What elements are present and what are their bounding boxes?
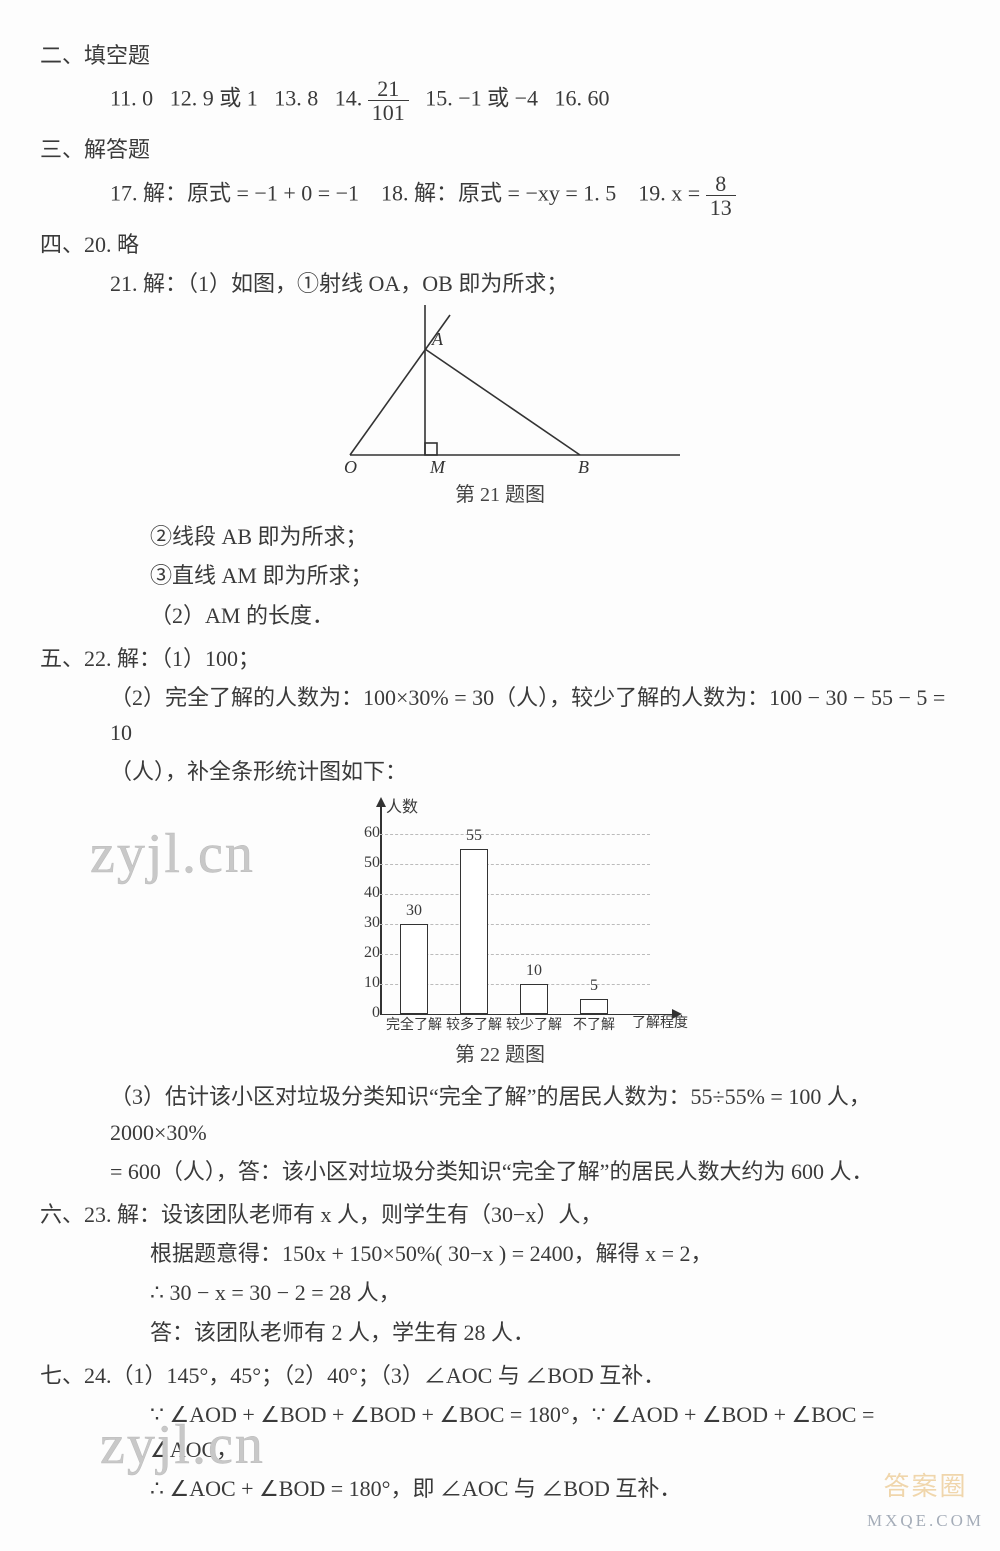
ytick-label: 20 xyxy=(340,940,380,966)
ytick-label: 50 xyxy=(340,850,380,876)
bar xyxy=(460,849,488,1014)
axis-x-title: 了解程度 xyxy=(632,1013,688,1035)
q14-num: 21 xyxy=(368,77,409,101)
q23-b: ∴ 30 − x = 30 − 2 = 28 人， xyxy=(40,1275,960,1310)
bar xyxy=(520,984,548,1014)
ans19-den: 13 xyxy=(706,196,736,219)
gridline xyxy=(380,834,650,835)
watermark-1: zyjl.cn xyxy=(90,810,255,900)
q22-c2: = 600（人），答：该小区对垃圾分类知识“完全了解”的居民人数大约为 600 … xyxy=(40,1154,960,1189)
ytick-label: 30 xyxy=(340,910,380,936)
bar-xlabel: 较多了解 xyxy=(446,1015,502,1037)
bar xyxy=(400,924,428,1014)
ytick-label: 10 xyxy=(340,970,380,996)
axis-y-title: 人数 xyxy=(386,795,418,821)
section-6-title: 六、23. 解：设该团队老师有 x 人，则学生有（30−x）人， xyxy=(40,1197,960,1232)
site-watermark: 答案圈 MXQE.COM xyxy=(867,1466,984,1535)
bar-value: 30 xyxy=(394,898,434,924)
section-5-title: 五、22. 解：（1）100； xyxy=(40,641,960,676)
row-17-19: 17. 解：原式 = −1 + 0 = −1 18. 解：原式 = −xy = … xyxy=(40,172,960,219)
bar xyxy=(580,999,608,1014)
bar-value: 5 xyxy=(574,973,614,999)
section-7-title: 七、24.（1）145°，45°；（2）40°；（3）∠AOC 与 ∠BOD 互… xyxy=(40,1358,960,1393)
q24-b: ∴ ∠AOC + ∠BOD = 180°，即 ∠AOC 与 ∠BOD 互补． xyxy=(40,1471,960,1506)
q23-a: 根据题意得：150x + 150×50%( 30−x ) = 2400，解得 x… xyxy=(40,1236,960,1271)
ytick-label: 0 xyxy=(340,1000,380,1026)
q15: 15. −1 或 −4 xyxy=(425,86,538,111)
gridline xyxy=(380,864,650,865)
label-O: O xyxy=(344,457,357,475)
arrow-up-icon xyxy=(376,797,386,807)
q22-b2: （人），补全条形统计图如下： xyxy=(40,754,960,789)
q22-b: （2）完全了解的人数为：100×30% = 30（人），较少了解的人数为：100… xyxy=(40,680,960,750)
ans17: 17. 解：原式 = −1 + 0 = −1 xyxy=(110,180,359,205)
bar-xlabel: 不了解 xyxy=(566,1015,622,1037)
q21-b: ②线段 AB 即为所求； xyxy=(40,519,960,554)
site-wm-cn: 答案圈 xyxy=(883,1466,967,1508)
q21-figure: A O M B xyxy=(310,305,690,475)
bar-xlabel: 较少了解 xyxy=(506,1015,562,1037)
q22-c1: （3）估计该小区对垃圾分类知识“完全了解”的居民人数为：55÷55% = 100… xyxy=(40,1079,960,1149)
ans19-fraction: 8 13 xyxy=(706,172,736,219)
q14-den: 101 xyxy=(368,101,409,124)
q21-c: ③直线 AM 即为所求； xyxy=(40,558,960,593)
label-A: A xyxy=(431,329,444,349)
q12: 12. 9 或 1 xyxy=(170,86,258,111)
bar-value: 10 xyxy=(514,958,554,984)
q21-a: 21. 解：（1）如图，①射线 OA，OB 即为所求； xyxy=(40,266,960,301)
bar-xlabel: 完全了解 xyxy=(386,1015,442,1037)
ans19-num: 8 xyxy=(706,172,736,196)
q22-chart: 人数 了解程度 010203040506030完全了解55较多了解10较少了解5… xyxy=(320,795,680,1035)
site-wm-en: MXQE.COM xyxy=(867,1507,984,1534)
q23-c: 答：该团队老师有 2 人，学生有 28 人． xyxy=(40,1315,960,1350)
q16: 16. 60 xyxy=(555,86,610,111)
ans18: 18. 解：原式 = −xy = 1. 5 xyxy=(381,180,616,205)
section-2-title: 二、填空题 xyxy=(40,38,960,73)
q24-a: ∵ ∠AOD + ∠BOD + ∠BOD + ∠BOC = 180°，∵ ∠AO… xyxy=(40,1397,960,1467)
ytick-label: 60 xyxy=(340,820,380,846)
label-M: M xyxy=(429,457,446,475)
ans19-prefix: 19. x = xyxy=(638,180,705,205)
q21-caption: 第 21 题图 xyxy=(40,479,960,511)
gridline xyxy=(380,894,650,895)
bar-value: 55 xyxy=(454,823,494,849)
q14-fraction: 21 101 xyxy=(368,77,409,124)
section-4-title: 四、20. 略 xyxy=(40,227,960,262)
q22-caption: 第 22 题图 xyxy=(40,1039,960,1071)
q21-d: （2）AM 的长度． xyxy=(40,598,960,633)
q11: 11. 0 xyxy=(110,86,153,111)
fill-answers: 11. 0 12. 9 或 1 13. 8 14. 21 101 15. −1 … xyxy=(40,77,960,124)
q13: 13. 8 xyxy=(274,86,318,111)
section-3-title: 三、解答题 xyxy=(40,132,960,167)
label-B: B xyxy=(578,457,589,475)
ytick-label: 40 xyxy=(340,880,380,906)
q14-prefix: 14. xyxy=(335,86,368,111)
